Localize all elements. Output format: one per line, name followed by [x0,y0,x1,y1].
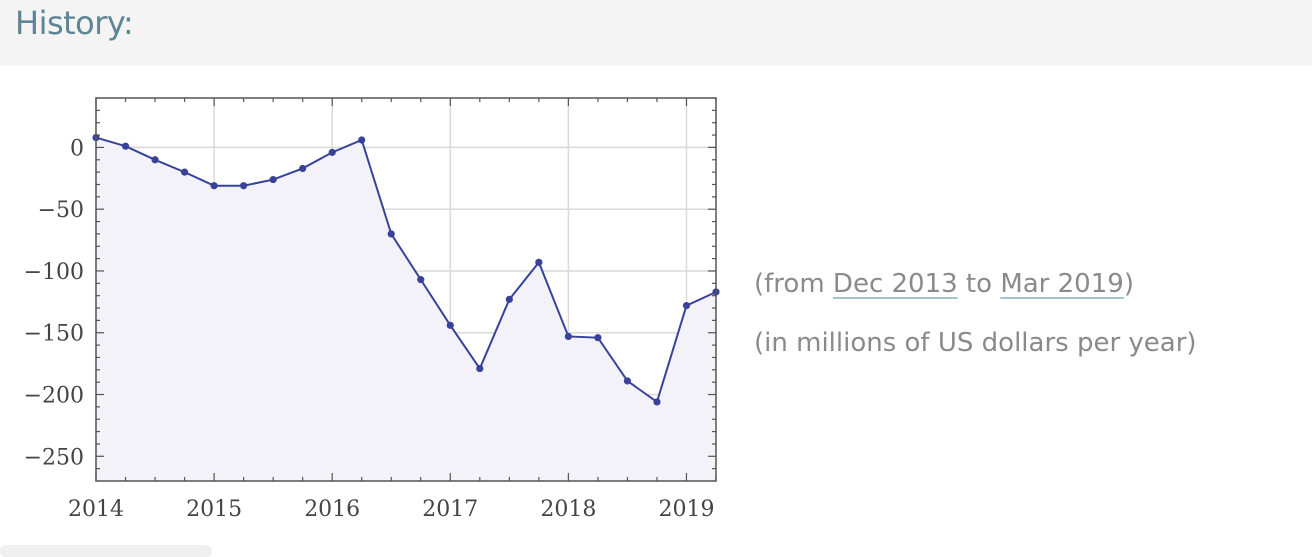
date-range-note: (from Dec 2013 to Mar 2019) [754,255,1197,314]
bottom-tab[interactable] [0,545,212,557]
y-axis-labels: 0 −50 −100 −150 −200 −250 [24,136,84,470]
data-point [417,276,425,284]
chart-notes: (from Dec 2013 to Mar 2019) (in millions… [754,255,1197,373]
range-start-link[interactable]: Dec 2013 [832,269,958,299]
data-point [121,142,130,150]
x-tick-label: 2018 [540,497,596,522]
plot-frame [95,97,717,482]
series-line [95,136,717,404]
y-tick-label: −50 [38,198,84,223]
data-point [358,136,366,144]
data-point [210,182,218,190]
data-point [151,156,159,164]
x-tick-label: 2015 [186,497,242,522]
data-point [564,332,572,341]
x-tick-label: 2017 [422,497,478,522]
data-point [623,377,632,385]
y-tick-label: −100 [24,260,84,285]
y-tick-label: −250 [24,445,84,470]
series-area [96,137,716,481]
range-prefix: (from [754,269,833,299]
x-tick-label: 2014 [68,497,124,522]
data-point [535,258,543,266]
history-chart: 2014 2015 2016 2017 2018 2019 0 −50 −100 −150 −20… [24,97,720,522]
data-point [387,230,395,238]
range-mid: to [957,269,1001,299]
data-point [328,148,336,156]
data-point [476,364,484,373]
section-title: History: [15,4,134,42]
data-point [269,175,277,184]
x-tick-label: 2016 [304,497,360,522]
data-point [299,164,307,173]
y-tick-label: −200 [24,384,84,409]
x-axis-labels: 2014 2015 2016 2017 2018 2019 [68,497,714,522]
data-point [446,321,454,329]
y-tick-label: 0 [70,136,84,161]
range-end-link[interactable]: Mar 2019 [1000,269,1124,299]
data-point [180,168,189,176]
range-suffix: ) [1123,269,1134,299]
y-tick-label: −150 [24,322,84,347]
data-point [240,182,248,190]
axis-ticks [95,97,717,481]
units-note: (in millions of US dollars per year) [754,328,1197,358]
data-point [653,398,661,406]
section-header: History: [0,0,1312,66]
data-point [682,301,691,310]
data-point [594,334,602,342]
x-tick-label: 2019 [658,497,714,522]
data-point [505,295,513,303]
